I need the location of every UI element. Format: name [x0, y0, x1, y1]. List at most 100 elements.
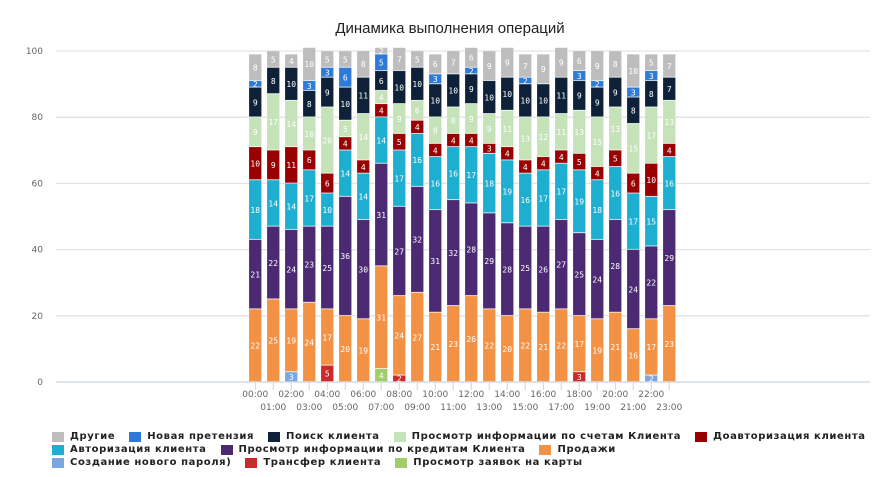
- bar-segment[interactable]: [554, 77, 568, 114]
- bar-segment[interactable]: [392, 133, 406, 150]
- bar-segment[interactable]: [410, 120, 424, 134]
- bar-segment[interactable]: [266, 50, 280, 68]
- bar-segment[interactable]: [410, 50, 424, 68]
- bar-segment[interactable]: [536, 83, 550, 117]
- bar-segment[interactable]: [356, 77, 370, 114]
- legend-item[interactable]: Поиск клиента: [268, 431, 380, 442]
- bar-segment[interactable]: [320, 50, 334, 68]
- bar-segment[interactable]: [464, 103, 478, 134]
- bar-segment[interactable]: [320, 226, 334, 309]
- bar-segment[interactable]: [518, 77, 532, 84]
- legend-item[interactable]: Другие: [52, 431, 115, 442]
- bar-segment[interactable]: [284, 371, 298, 382]
- bar-segment[interactable]: [626, 249, 640, 329]
- bar-segment[interactable]: [590, 179, 604, 240]
- legend-item[interactable]: Просмотр информации по кредитам Клиента: [220, 444, 526, 455]
- bar-segment[interactable]: [464, 73, 478, 104]
- bar-segment[interactable]: [392, 295, 406, 376]
- bar-segment[interactable]: [662, 143, 676, 157]
- bar-segment[interactable]: [464, 295, 478, 382]
- bar-segment[interactable]: [248, 308, 262, 382]
- bar-segment[interactable]: [248, 80, 262, 88]
- bar-segment[interactable]: [644, 107, 658, 164]
- bar-segment[interactable]: [428, 83, 442, 117]
- bar-segment[interactable]: [536, 169, 550, 227]
- bar-segment[interactable]: [392, 375, 406, 382]
- bar-segment[interactable]: [662, 156, 676, 210]
- bar-segment[interactable]: [410, 100, 424, 121]
- bar-segment[interactable]: [356, 113, 370, 160]
- bar-segment[interactable]: [572, 70, 586, 81]
- bar-segment[interactable]: [374, 103, 388, 117]
- bar-segment[interactable]: [248, 116, 262, 147]
- bar-segment[interactable]: [626, 87, 640, 97]
- bar-segment[interactable]: [266, 179, 280, 227]
- bar-segment[interactable]: [644, 196, 658, 246]
- bar-segment[interactable]: [518, 116, 532, 160]
- bar-segment[interactable]: [518, 173, 532, 227]
- bar-segment[interactable]: [554, 47, 568, 78]
- legend-item[interactable]: Авторизация клиента: [52, 444, 207, 455]
- bar-segment[interactable]: [644, 246, 658, 319]
- bar-segment[interactable]: [284, 229, 298, 309]
- bar-segment[interactable]: [374, 47, 388, 54]
- bar-segment[interactable]: [446, 133, 460, 147]
- bar-segment[interactable]: [428, 73, 442, 84]
- legend-item[interactable]: Доавторизация клиента: [695, 431, 866, 442]
- bar-segment[interactable]: [428, 54, 442, 74]
- bar-segment[interactable]: [536, 312, 550, 382]
- bar-segment[interactable]: [518, 83, 532, 117]
- bar-segment[interactable]: [572, 232, 586, 316]
- bar-segment[interactable]: [284, 100, 298, 147]
- bar-segment[interactable]: [590, 166, 604, 180]
- bar-segment[interactable]: [446, 107, 460, 134]
- bar-segment[interactable]: [482, 308, 496, 382]
- bar-segment[interactable]: [392, 206, 406, 296]
- bar-segment[interactable]: [338, 136, 352, 150]
- bar-segment[interactable]: [608, 166, 622, 220]
- bar-segment[interactable]: [320, 193, 334, 227]
- bar-segment[interactable]: [392, 70, 406, 104]
- bar-segment[interactable]: [626, 97, 640, 124]
- legend-item[interactable]: Новая претензия: [129, 431, 254, 442]
- bar-segment[interactable]: [338, 50, 352, 68]
- bar-segment[interactable]: [302, 80, 316, 91]
- bar-segment[interactable]: [302, 150, 316, 170]
- bar-segment[interactable]: [302, 90, 316, 117]
- legend-item[interactable]: Просмотр информации по счетам Клиента: [393, 431, 681, 442]
- bar-segment[interactable]: [590, 239, 604, 319]
- bar-segment[interactable]: [284, 183, 298, 230]
- bar-segment[interactable]: [410, 67, 424, 101]
- bar-segment[interactable]: [608, 107, 622, 150]
- bar-segment[interactable]: [266, 93, 280, 150]
- bar-segment[interactable]: [248, 87, 262, 117]
- bar-segment[interactable]: [518, 226, 532, 309]
- bar-segment[interactable]: [518, 159, 532, 174]
- legend-item[interactable]: Трансфер клиента: [245, 457, 381, 468]
- bar-segment[interactable]: [626, 123, 640, 174]
- bar-segment[interactable]: [536, 116, 550, 157]
- bar-segment[interactable]: [392, 150, 406, 207]
- bar-segment[interactable]: [320, 365, 334, 382]
- bar-segment[interactable]: [446, 50, 460, 74]
- bar-segment[interactable]: [356, 173, 370, 220]
- bar-segment[interactable]: [320, 77, 334, 107]
- bar-segment[interactable]: [374, 70, 388, 91]
- bar-segment[interactable]: [320, 173, 334, 193]
- bar-segment[interactable]: [590, 50, 604, 81]
- bar-segment[interactable]: [356, 318, 370, 382]
- bar-segment[interactable]: [626, 173, 640, 193]
- bar-segment[interactable]: [374, 116, 388, 164]
- bar-segment[interactable]: [464, 146, 478, 203]
- bar-segment[interactable]: [392, 47, 406, 71]
- bar-segment[interactable]: [374, 54, 388, 71]
- bar-segment[interactable]: [500, 47, 514, 78]
- bar-segment[interactable]: [572, 80, 586, 111]
- bar-segment[interactable]: [410, 133, 424, 187]
- bar-segment[interactable]: [590, 87, 604, 117]
- bar-segment[interactable]: [482, 143, 496, 154]
- bar-segment[interactable]: [446, 199, 460, 306]
- bar-segment[interactable]: [536, 156, 550, 170]
- bar-segment[interactable]: [518, 54, 532, 78]
- bar-segment[interactable]: [320, 308, 334, 366]
